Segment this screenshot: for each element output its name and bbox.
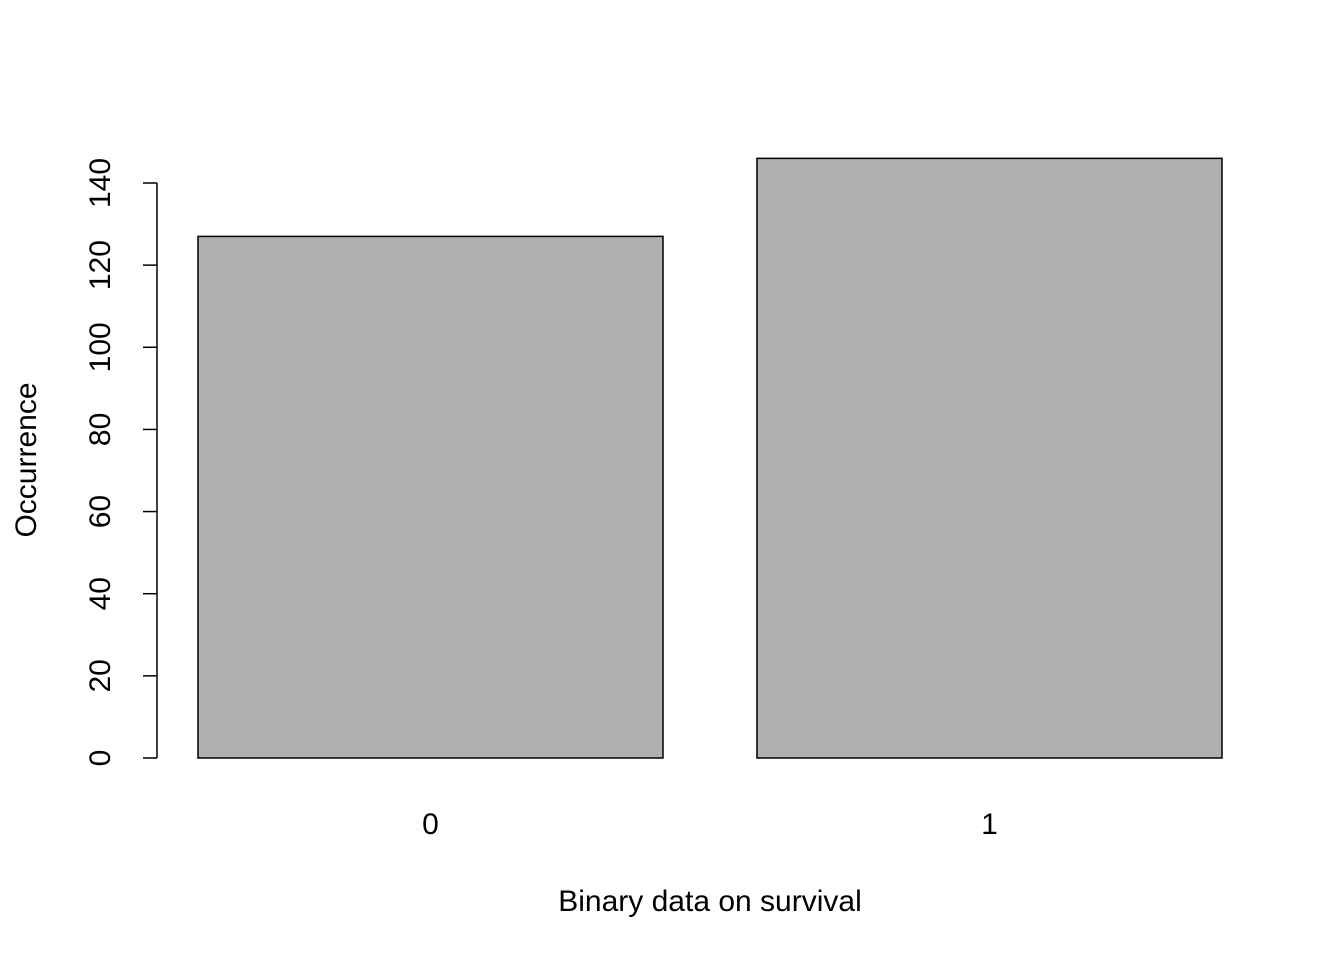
y-tick-label: 120 (84, 240, 117, 290)
y-tick-label: 40 (84, 577, 117, 610)
y-axis-label: Occurrence (10, 382, 43, 537)
y-axis: 0 20 40 60 80 100 120 140 (84, 158, 158, 767)
y-tick-label: 20 (84, 659, 117, 692)
x-tick-label: 1 (981, 808, 998, 841)
bar-0 (197, 235, 664, 759)
y-tick-label: 0 (84, 750, 117, 767)
y-tick-label: 100 (84, 322, 117, 372)
y-tick-label: 60 (84, 495, 117, 528)
bar-1 (756, 157, 1223, 759)
x-axis-label: Binary data on survival (558, 885, 862, 918)
y-tick-label: 80 (84, 413, 117, 446)
bars (197, 157, 1223, 759)
y-tick-label: 140 (84, 158, 117, 208)
x-tick-label: 0 (422, 808, 439, 841)
